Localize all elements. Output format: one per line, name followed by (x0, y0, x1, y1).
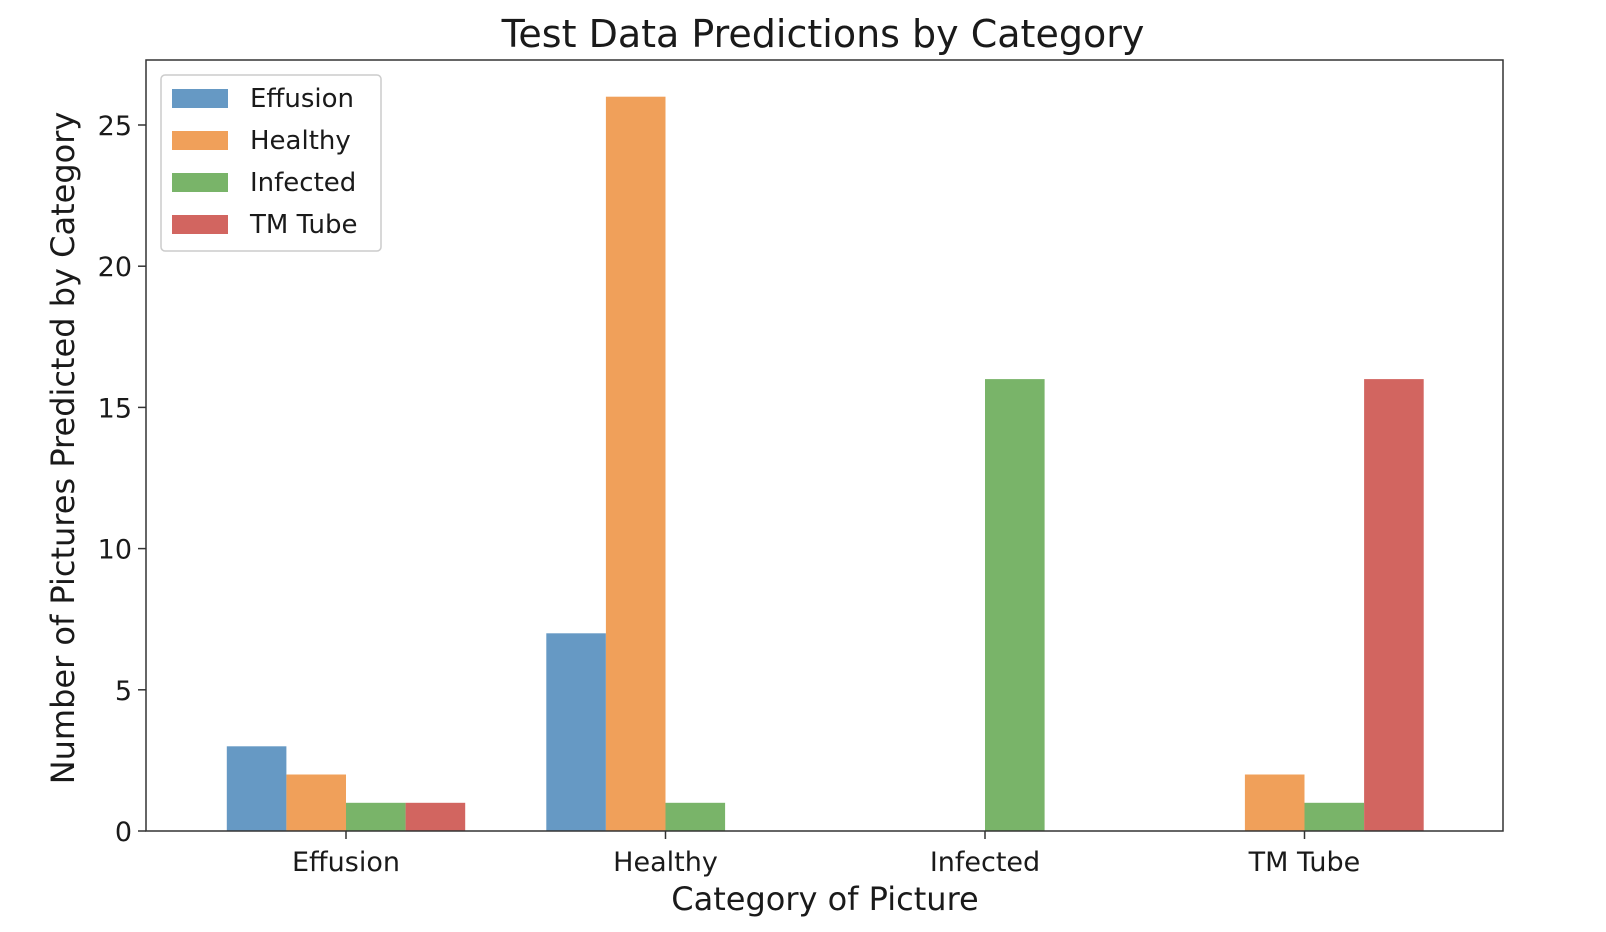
legend-label: Infected (250, 168, 356, 198)
bar-infected-infected (985, 379, 1045, 831)
legend-swatch (172, 89, 228, 108)
bar-tm-tube-effusion (405, 802, 466, 831)
bar-healthy-tm-tube (1244, 774, 1305, 831)
bar-infected-healthy (665, 802, 726, 831)
x-axis-label: Category of Picture (671, 880, 978, 918)
y-tick-label: 10 (98, 535, 132, 566)
legend: Effusion Healthy Infected TM Tube (160, 74, 382, 252)
legend-box (160, 74, 382, 252)
bar-effusion-healthy (546, 633, 606, 831)
x-tick-label: Healthy (613, 847, 718, 878)
bar-healthy-effusion (286, 774, 346, 831)
legend-swatch (172, 215, 228, 234)
plot-frame (145, 59, 1504, 832)
bar-infected-tm-tube (1304, 802, 1365, 831)
y-tick-label: 5 (115, 676, 132, 707)
legend-swatch (172, 131, 228, 150)
legend-label: TM Tube (249, 210, 358, 240)
chart-title: Test Data Predictions by Category (501, 12, 1145, 56)
x-tick-label: Infected (930, 847, 1040, 878)
y-tick-label: 15 (98, 393, 132, 424)
legend-label: Effusion (250, 84, 354, 114)
bar-infected-effusion (346, 802, 406, 831)
x-tick-label: Effusion (292, 847, 400, 878)
y-tick-label: 0 (115, 817, 132, 848)
y-tick-label: 25 (98, 111, 132, 142)
y-axis: 0 5 10 15 20 25 (98, 111, 146, 848)
bar-healthy-healthy (605, 96, 666, 831)
legend-swatch (172, 173, 228, 192)
legend-label: Healthy (250, 126, 351, 156)
bar-effusion-effusion (226, 746, 287, 831)
x-tick-label: TM Tube (1248, 847, 1361, 878)
bars-layer (226, 96, 1424, 831)
y-axis-label: Number of Pictures Predicted by Category (44, 112, 82, 785)
bar-tm-tube-tm-tube (1364, 379, 1424, 831)
x-axis: Effusion Healthy Infected TM Tube (292, 831, 1360, 878)
y-tick-label: 20 (98, 252, 132, 283)
